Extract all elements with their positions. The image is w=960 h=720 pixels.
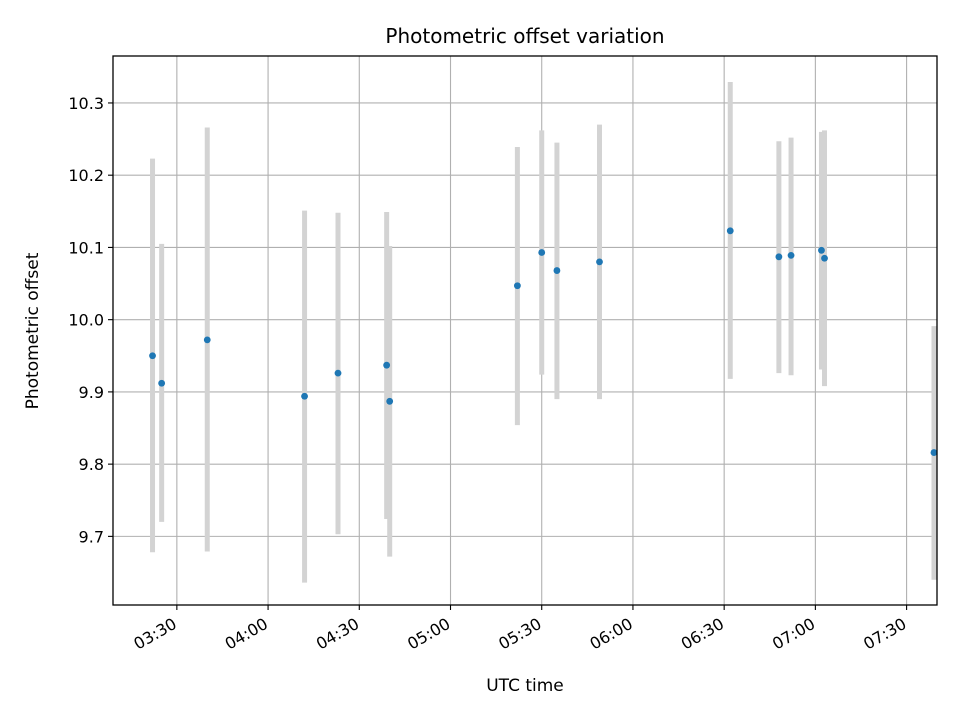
data-point: [301, 392, 308, 400]
y-tick-label: 9.9: [79, 383, 104, 402]
data-point: [203, 336, 211, 344]
data-point: [158, 379, 166, 387]
y-tick-label: 10.1: [68, 238, 104, 257]
data-point: [821, 254, 828, 262]
data-points: [149, 227, 938, 456]
plot-frame: [112, 55, 938, 606]
x-axis-label: UTC time: [486, 676, 564, 696]
data-point: [553, 267, 561, 274]
y-axis-ticks: 9.7 9.8 9.9 10.0 10.1 10.2 10.3: [68, 94, 113, 546]
chart-title: Photometric offset variation: [385, 24, 664, 48]
data-point: [383, 361, 391, 369]
y-tick-label: 10.2: [68, 166, 104, 185]
data-point: [596, 258, 603, 266]
data-point: [386, 397, 394, 405]
y-axis-label: Photometric offset: [23, 252, 43, 409]
data-point: [775, 253, 783, 261]
y-tick-label: 9.7: [79, 527, 104, 546]
y-tick-label: 10.0: [68, 311, 104, 330]
data-point: [334, 369, 342, 377]
y-tick-label: 9.8: [79, 455, 104, 474]
y-tick-label: 10.3: [68, 94, 104, 113]
data-point: [726, 227, 734, 235]
data-point: [149, 352, 156, 360]
data-point: [538, 249, 546, 256]
data-point: [787, 251, 795, 259]
data-point: [930, 449, 938, 456]
data-point: [818, 246, 825, 254]
data-point: [513, 282, 521, 290]
